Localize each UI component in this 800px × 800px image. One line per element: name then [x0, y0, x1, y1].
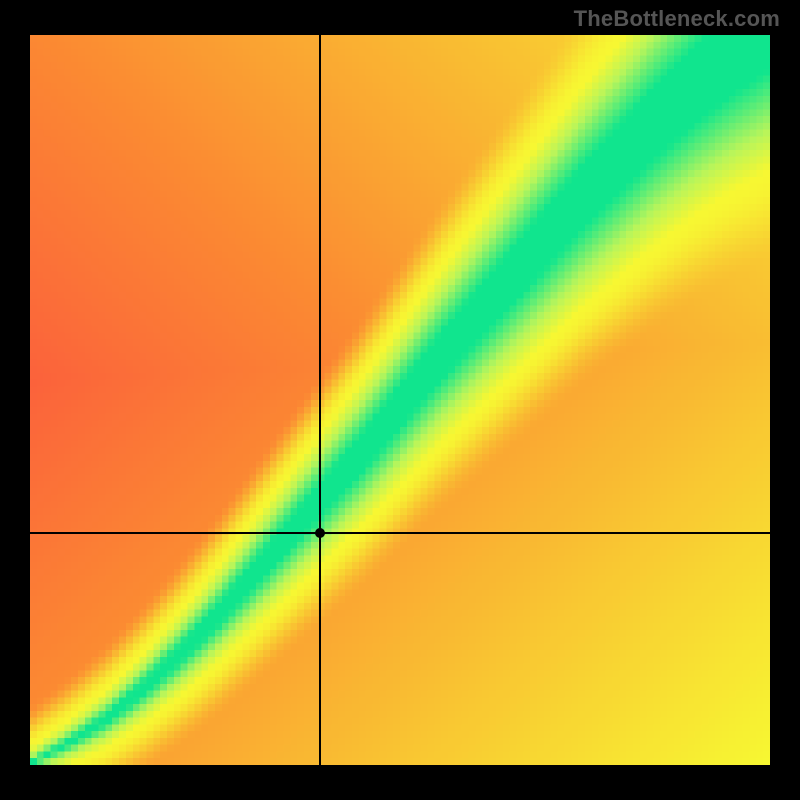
watermark-text: TheBottleneck.com	[574, 6, 780, 32]
chart-container: TheBottleneck.com	[0, 0, 800, 800]
crosshair-vertical	[319, 35, 321, 765]
marker-dot	[315, 528, 325, 538]
crosshair-horizontal	[30, 532, 770, 534]
bottleneck-heatmap	[30, 35, 770, 765]
